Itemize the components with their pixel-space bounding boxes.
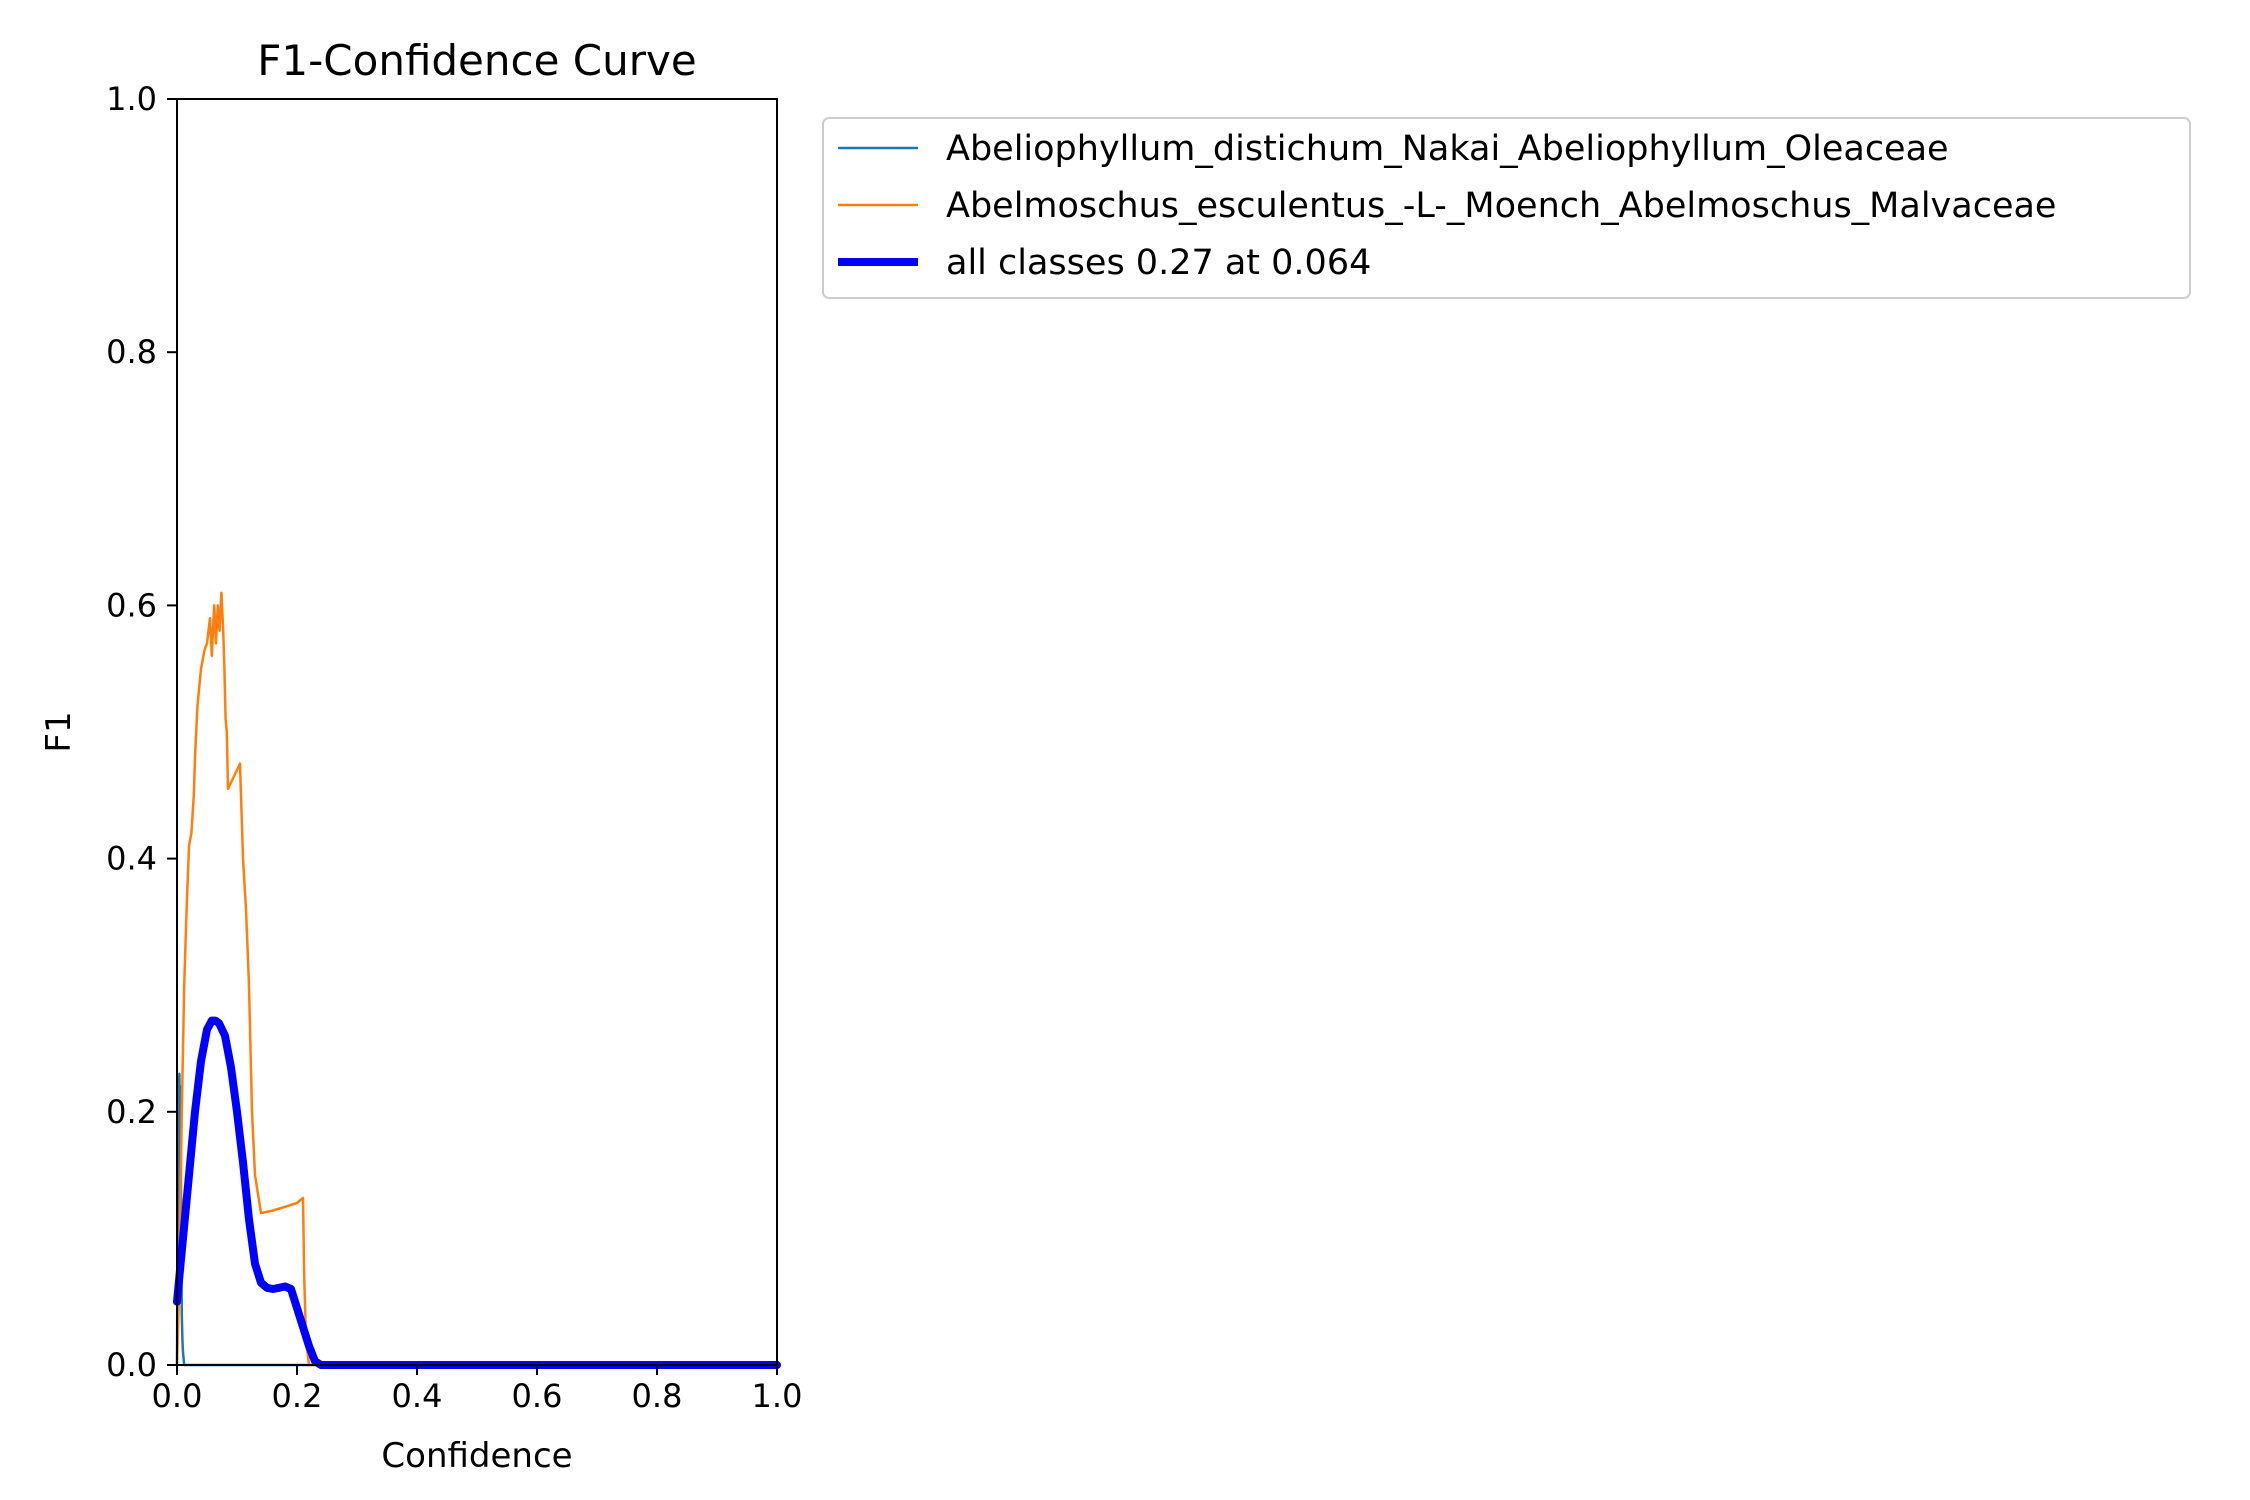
y-tick-label-0: 0.0 xyxy=(106,1346,157,1384)
x-tick-label-3: 0.6 xyxy=(512,1377,563,1415)
plot-lines xyxy=(173,591,781,1369)
y-tick-label-4: 0.8 xyxy=(106,333,157,371)
y-tick-label-1: 0.2 xyxy=(106,1093,157,1131)
series-line-0 xyxy=(175,1072,779,1367)
legend-label-0: Abeliophyllum_distichum_Nakai_Abeliophyl… xyxy=(946,129,1949,169)
x-tick-label-2: 0.4 xyxy=(392,1377,443,1415)
x-tick-label-0: 0.0 xyxy=(152,1377,203,1415)
y-tick-label-3: 0.6 xyxy=(106,586,157,624)
legend-label-2: all classes 0.27 at 0.064 xyxy=(946,243,1371,283)
plot-frame xyxy=(176,98,778,1366)
x-tick-label-4: 0.8 xyxy=(632,1377,683,1415)
y-tick-label-2: 0.4 xyxy=(106,840,157,878)
chart-title: F1-Confidence Curve xyxy=(257,36,696,85)
y-axis-ticks: 0.0 0.2 0.4 0.6 0.8 1.0 xyxy=(106,80,177,1384)
x-tick-label-5: 1.0 xyxy=(752,1377,803,1415)
legend-box xyxy=(822,117,2191,299)
y-tick-label-5: 1.0 xyxy=(106,80,157,118)
y-axis-label: F1 xyxy=(39,711,79,752)
legend-label-1: Abelmoschus_esculentus_-L-_Moench_Abelmo… xyxy=(946,186,2056,226)
series-line-2 xyxy=(173,1016,781,1369)
x-tick-label-1: 0.2 xyxy=(272,1377,323,1415)
legend: Abeliophyllum_distichum_Nakai_Abeliophyl… xyxy=(822,117,2191,299)
x-axis-label: Confidence xyxy=(381,1436,572,1476)
x-axis-ticks: 0.0 0.2 0.4 0.6 0.8 1.0 xyxy=(152,1365,803,1415)
series-line-1 xyxy=(175,591,779,1367)
